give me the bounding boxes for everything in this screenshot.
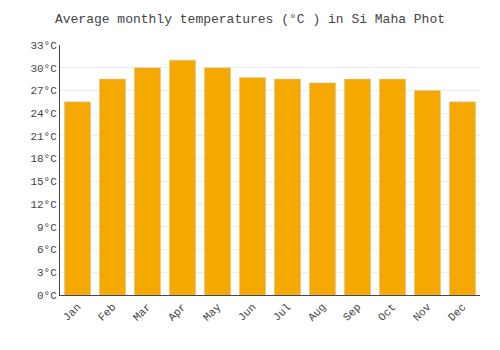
svg-text:18°C: 18°C	[30, 153, 57, 165]
svg-text:Mar: Mar	[131, 301, 153, 323]
svg-text:Aug: Aug	[306, 301, 328, 323]
svg-text:Oct: Oct	[376, 301, 398, 323]
svg-text:12°C: 12°C	[30, 199, 57, 211]
svg-text:Sep: Sep	[341, 301, 363, 323]
svg-text:6°C: 6°C	[37, 244, 57, 256]
svg-text:Jun: Jun	[236, 301, 258, 323]
svg-text:Nov: Nov	[411, 301, 434, 324]
svg-text:Apr: Apr	[166, 301, 188, 323]
svg-text:15°C: 15°C	[30, 176, 57, 188]
svg-text:Jan: Jan	[61, 301, 83, 323]
svg-text:27°C: 27°C	[30, 85, 57, 97]
svg-text:33°C: 33°C	[30, 40, 57, 52]
svg-text:30°C: 30°C	[30, 63, 57, 75]
svg-text:9°C: 9°C	[37, 222, 57, 234]
svg-text:0°C: 0°C	[37, 290, 57, 302]
svg-text:24°C: 24°C	[30, 108, 57, 120]
svg-text:May: May	[201, 301, 224, 324]
svg-text:Dec: Dec	[446, 301, 468, 323]
svg-text:21°C: 21°C	[30, 131, 57, 143]
svg-text:3°C: 3°C	[37, 267, 57, 279]
svg-text:Jul: Jul	[271, 301, 293, 323]
svg-text:Feb: Feb	[96, 301, 118, 323]
svg-text:Average monthly temperatures (: Average monthly temperatures (°C ) in Si…	[55, 12, 445, 27]
